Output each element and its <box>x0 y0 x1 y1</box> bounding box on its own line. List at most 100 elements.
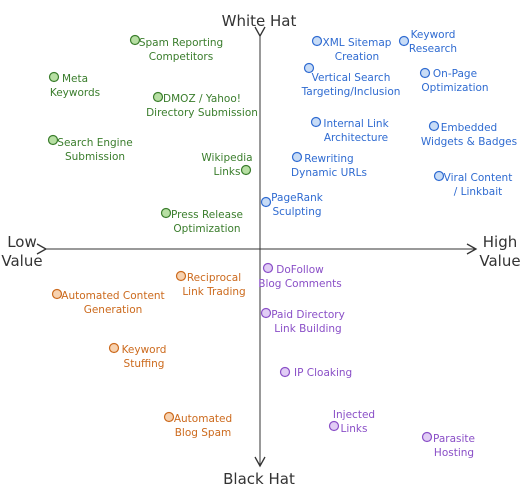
tactic-meta-keywords: Meta Keywords <box>48 71 100 99</box>
tactic-label: Keyword Research <box>409 29 457 55</box>
tactic-label-line: Generation <box>84 304 143 316</box>
tactic-label-line: Submission <box>65 151 125 163</box>
tactic-label-line: Injected <box>333 409 375 421</box>
tactic-label-line: PageRank <box>271 192 324 204</box>
tactic-marker <box>175 270 187 282</box>
tactic-label: Rewriting Dynamic URLs <box>291 153 367 179</box>
tactic-label-line: IP Cloaking <box>294 367 352 379</box>
tactic-label-line: Widgets & Badges <box>421 136 517 148</box>
tactic-label: DMOZ / Yahoo! Directory Submission <box>146 93 258 119</box>
tactic-wikipedia-links: Wikipedia Links <box>201 152 252 178</box>
tactic-label: Automated Content Generation <box>61 290 164 316</box>
tactic-items: Spam Reporting Competitors Meta Keywords DMO… <box>47 29 517 459</box>
tactic-marker <box>160 207 172 219</box>
tactic-label-line: Links <box>341 423 368 435</box>
tactic-label-line: Automated <box>174 413 232 425</box>
tactic-label-line: Optimization <box>421 82 488 94</box>
tactic-label: Viral Content / Linkbait <box>444 172 513 198</box>
tactic-marker <box>51 288 63 300</box>
tactic-ip-cloaking: IP Cloaking <box>279 366 352 379</box>
tactic-label-line: Hosting <box>434 447 474 459</box>
tactic-label: Parasite Hosting <box>433 433 475 459</box>
tactic-marker <box>419 67 431 79</box>
tactic-label: On-Page Optimization <box>421 68 488 94</box>
axis-title-right-line-2: Value <box>479 252 520 270</box>
axis-title-left-line-2: Value <box>1 252 42 270</box>
tactic-label: Meta Keywords <box>50 73 100 99</box>
tactic-label-line: DoFollow <box>276 264 324 276</box>
tactic-label-line: Spam Reporting <box>139 37 223 49</box>
tactic-marker <box>152 91 164 103</box>
tactic-label: Spam Reporting Competitors <box>139 37 223 63</box>
tactic-label: XML Sitemap Creation <box>323 37 392 63</box>
tactic-parasite-hosting: Parasite Hosting <box>421 431 475 459</box>
tactic-label: Automated Blog Spam <box>174 413 232 439</box>
tactic-label-line: Keywords <box>50 87 100 99</box>
tactic-marker <box>108 342 120 354</box>
tactic-label: DoFollow Blog Comments <box>258 264 341 290</box>
tactic-viral-content-linkbait: Viral Content / Linkbait <box>433 170 513 198</box>
tactic-search-engine-submission: Search Engine Submission <box>47 134 133 163</box>
tactic-label: IP Cloaking <box>294 367 352 379</box>
tactic-label-line: Dynamic URLs <box>291 167 367 179</box>
tactic-pagerank-sculpting: PageRank Sculpting <box>260 192 324 218</box>
tactic-embedded-widgets-badges: Embedded Widgets & Badges <box>421 120 517 148</box>
tactic-marker <box>129 34 141 46</box>
tactic-label-line: Press Release <box>171 209 243 221</box>
tactic-marker <box>328 420 340 432</box>
tactic-label-line: Automated Content <box>61 290 164 302</box>
tactic-marker <box>47 134 59 146</box>
tactic-label-line: Targeting/Inclusion <box>301 86 401 98</box>
tactic-press-release-optimization: Press Release Optimization <box>160 207 243 235</box>
tactic-marker <box>262 262 274 274</box>
tactic-label: Paid Directory Link Building <box>271 309 345 335</box>
tactic-marker <box>303 62 315 74</box>
tactic-label-line: Blog Comments <box>258 278 341 290</box>
tactic-marker <box>240 164 252 176</box>
tactic-label-line: Stuffing <box>124 358 165 370</box>
tactic-label-line: Architecture <box>324 132 388 144</box>
tactic-label-line: Sculpting <box>272 206 321 218</box>
tactic-label: Keyword Stuffing <box>122 344 167 370</box>
tactic-label-line: Keyword <box>122 344 167 356</box>
tactic-label: PageRank Sculpting <box>271 192 324 218</box>
tactic-label-line: Links <box>214 166 241 178</box>
tactic-label-line: Vertical Search <box>312 72 391 84</box>
tactic-label-line: Creation <box>335 51 379 63</box>
tactic-dofollow-blog-comments: DoFollow Blog Comments <box>258 262 342 290</box>
tactic-marker <box>311 35 323 47</box>
tactic-label-line: XML Sitemap <box>323 37 392 49</box>
tactic-label: Press Release Optimization <box>171 209 243 235</box>
tactic-paid-directory-link-building: Paid Directory Link Building <box>260 307 345 335</box>
tactic-label: Vertical Search Targeting/Inclusion <box>301 72 401 98</box>
tactic-label-line: Meta <box>62 73 88 85</box>
tactic-label-line: Viral Content <box>444 172 513 184</box>
tactic-label: Reciprocal Link Trading <box>182 272 245 298</box>
tactic-keyword-research: Keyword Research <box>398 29 457 55</box>
axis-title-bottom: Black Hat <box>223 470 295 488</box>
axis-title-left-line-1: Low <box>7 233 37 251</box>
tactic-marker <box>163 411 175 423</box>
tactic-label-line: Embedded <box>441 122 497 134</box>
tactic-marker <box>260 307 272 319</box>
tactic-label-line: Link Trading <box>182 286 245 298</box>
tactic-marker <box>421 431 433 443</box>
tactic-label-line: Link Building <box>274 323 341 335</box>
tactic-label-line: Optimization <box>173 223 240 235</box>
tactic-label-line: Reciprocal <box>187 272 241 284</box>
tactic-rewriting-dynamic-urls: Rewriting Dynamic URLs <box>291 151 367 179</box>
tactic-label-line: Directory Submission <box>146 107 258 119</box>
tactic-label-line: / Linkbait <box>454 186 503 198</box>
tactic-label-line: Keyword <box>411 29 456 41</box>
tactic-label-line: Competitors <box>149 51 213 63</box>
tactic-marker <box>260 196 272 208</box>
tactic-label-line: Rewriting <box>304 153 353 165</box>
tactic-label-line: Parasite <box>433 433 475 445</box>
tactic-label-line: On-Page <box>433 68 477 80</box>
axis-title-right-line-1: High <box>483 233 517 251</box>
tactic-marker <box>48 71 60 83</box>
tactic-marker <box>310 116 322 128</box>
tactic-automated-content-generation: Automated Content Generation <box>51 288 165 316</box>
tactic-marker <box>433 170 445 182</box>
tactic-reciprocal-link-trading: Reciprocal Link Trading <box>175 270 246 298</box>
